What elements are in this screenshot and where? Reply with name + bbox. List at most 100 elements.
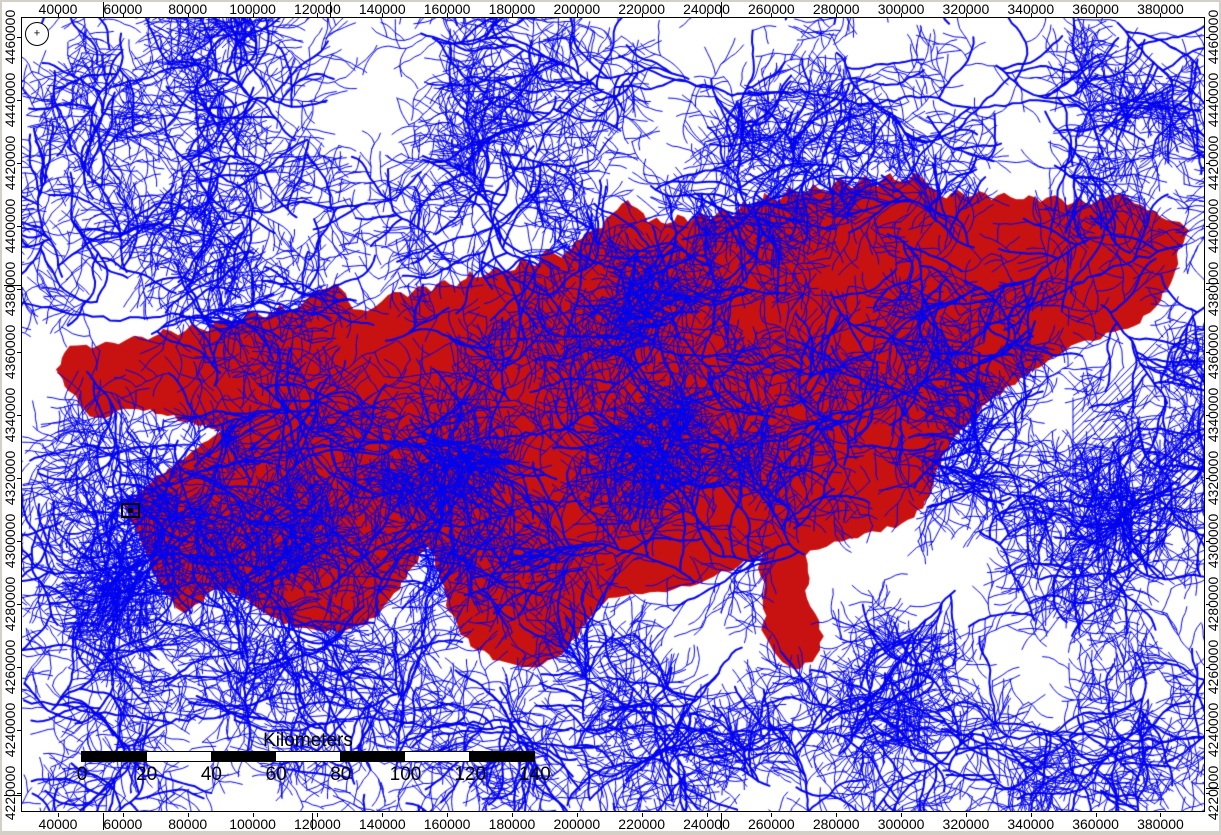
ruler-tick xyxy=(252,13,254,17)
ruler-tick xyxy=(447,13,449,17)
ruler-tick xyxy=(252,813,254,817)
ruler-tick xyxy=(17,352,21,353)
ruler-label-x: 220000 xyxy=(618,1,665,17)
scalebar-labels: 0 20 40 60 80 100 120 140 xyxy=(77,762,551,785)
ruler-tick xyxy=(1206,478,1210,479)
ruler-tick xyxy=(965,813,967,817)
ruler-tick xyxy=(1206,604,1210,605)
ruler-tick xyxy=(1160,813,1162,817)
scalebar-label: 80 xyxy=(330,764,352,785)
ruler-label-x: 60000 xyxy=(103,1,143,17)
ruler-label-x: 320000 xyxy=(942,1,990,17)
ruler-separator xyxy=(103,813,104,830)
ruler-tick xyxy=(1206,667,1210,668)
ruler-tick xyxy=(901,813,903,817)
scalebar-label: 120 xyxy=(454,764,487,785)
ruler-tick xyxy=(17,415,21,416)
ruler-label-x: 120000 xyxy=(294,1,341,17)
ruler-label-y: 4300000 xyxy=(2,513,18,569)
ruler-label-y: 4380000 xyxy=(2,261,18,317)
ruler-separator xyxy=(4,795,21,796)
ruler-separator xyxy=(1206,283,1219,284)
outlet-marker-icon xyxy=(121,503,140,518)
ruler-label-x: 80000 xyxy=(168,816,208,832)
scalebar-bar xyxy=(81,751,535,762)
ruler-label-y: 4440000 xyxy=(2,72,18,128)
ruler-tick xyxy=(1206,163,1210,164)
ruler-separator xyxy=(312,813,313,830)
ruler-separator xyxy=(103,2,104,17)
scalebar: Kilometers 0 20 40 60 80 100 120 140 xyxy=(77,730,551,786)
ruler-tick xyxy=(576,813,578,817)
ruler-label-y: 4260000 xyxy=(2,639,18,695)
ruler-label-y: 4400000 xyxy=(2,198,18,254)
scalebar-label: 140 xyxy=(519,764,551,785)
ruler-tick xyxy=(1206,37,1210,38)
ruler-separator xyxy=(721,2,722,17)
ruler-tick xyxy=(706,813,708,817)
ruler-separator xyxy=(721,813,722,830)
ruler-tick xyxy=(511,813,513,817)
scalebar-segment xyxy=(469,752,535,761)
ruler-label-y: 4460000 xyxy=(2,9,18,65)
ruler-tick xyxy=(382,813,384,817)
ruler-label-x: 40000 xyxy=(38,816,78,832)
ruler-label-x: 340000 xyxy=(1007,1,1055,17)
ruler-label-x: 120000 xyxy=(294,816,341,832)
ruler-label-x: 300000 xyxy=(877,816,925,832)
ruler-tick xyxy=(1095,813,1097,817)
ruler-tick xyxy=(901,13,903,17)
ruler-label-x: 160000 xyxy=(423,1,471,17)
ruler-label-x: 240000 xyxy=(683,1,730,17)
ruler-tick xyxy=(771,813,773,817)
scalebar-segment xyxy=(404,752,470,761)
scalebar-label: 100 xyxy=(389,764,422,785)
ruler-tick xyxy=(1206,730,1210,731)
ruler-tick xyxy=(771,13,773,17)
ruler-tick xyxy=(17,730,21,731)
scalebar-segment xyxy=(82,752,147,761)
ruler-label-x: 40000 xyxy=(38,1,78,17)
scalebar-label: 40 xyxy=(200,764,222,785)
ruler-tick xyxy=(1206,100,1210,101)
ruler-label-y: 4420000 xyxy=(2,135,18,191)
ruler-label-x: 140000 xyxy=(358,816,406,832)
ruler-tick xyxy=(17,37,21,38)
ruler-tick xyxy=(187,13,189,17)
ruler-tick xyxy=(1206,226,1210,227)
ruler-tick xyxy=(17,604,21,605)
ruler-tick xyxy=(706,13,708,17)
ruler-separator xyxy=(1206,788,1219,789)
ruler-tick xyxy=(382,13,384,17)
ruler-tick xyxy=(17,478,21,479)
ruler-tick xyxy=(58,813,59,817)
ruler-label-x: 260000 xyxy=(747,816,795,832)
ruler-tick xyxy=(511,13,513,17)
scalebar-segment xyxy=(275,752,341,761)
ruler-label-x: 260000 xyxy=(747,1,795,17)
ruler-label-x: 100000 xyxy=(229,816,276,832)
ruler-tick xyxy=(836,813,838,817)
ruler-label-x: 360000 xyxy=(1072,1,1119,17)
map-canvas[interactable] xyxy=(22,18,1204,811)
rotation-anchor-icon: + xyxy=(25,22,49,46)
scalebar-segment xyxy=(340,752,405,761)
ruler-label-y: 4220000 xyxy=(2,765,18,821)
ruler-label-x: 140000 xyxy=(358,1,406,17)
ruler-label-x: 340000 xyxy=(1007,816,1055,832)
scalebar-title: Kilometers xyxy=(263,730,353,751)
ruler-label-x: 60000 xyxy=(103,816,143,832)
ruler-label-x: 180000 xyxy=(488,1,536,17)
ruler-tick xyxy=(17,100,21,101)
ruler-separator xyxy=(330,2,331,17)
ruler-label-x: 160000 xyxy=(423,816,471,832)
ruler-label-x: 200000 xyxy=(553,816,601,832)
ruler-tick xyxy=(187,813,189,817)
ruler-tick xyxy=(1206,289,1210,290)
ruler-tick xyxy=(1206,793,1210,794)
ruler-label-x: 320000 xyxy=(942,816,990,832)
scalebar-label: 0 xyxy=(76,764,88,785)
ruler-tick xyxy=(1095,13,1097,17)
ruler-tick xyxy=(1030,13,1032,17)
ruler-label-x: 220000 xyxy=(618,816,665,832)
